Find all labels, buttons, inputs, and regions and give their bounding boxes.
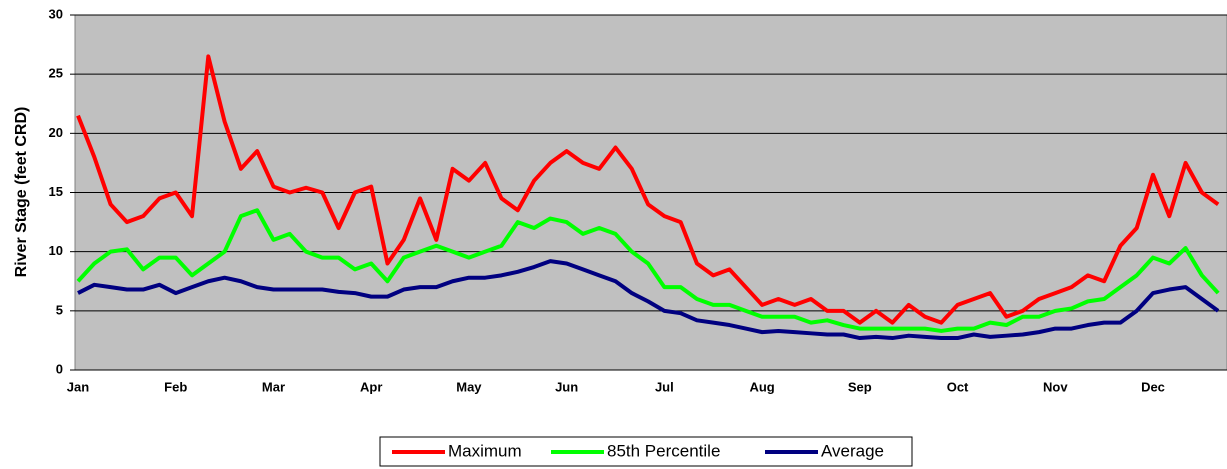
x-tick-label: Oct	[947, 379, 969, 394]
series-line	[76, 54, 1220, 325]
legend-label: 85th Percentile	[607, 441, 720, 460]
x-tick-label: Mar	[262, 379, 285, 394]
y-tick-label: 0	[56, 361, 63, 376]
y-tick-label: 25	[49, 66, 63, 81]
y-tick-label: 5	[56, 302, 63, 317]
y-axis-label: River Stage (feet CRD)	[13, 107, 30, 278]
y-tick-label: 15	[49, 184, 63, 199]
x-tick-label: May	[456, 379, 482, 394]
x-tick-label: Dec	[1141, 379, 1165, 394]
y-tick-label: 30	[49, 6, 63, 21]
x-tick-label: Jun	[555, 379, 578, 394]
series-line	[76, 208, 1220, 333]
y-tick-label: 10	[49, 243, 63, 258]
x-tick-label: Apr	[360, 379, 382, 394]
legend-label: Average	[821, 441, 884, 460]
x-tick-label: Aug	[749, 379, 774, 394]
legend-label: Maximum	[448, 441, 522, 460]
x-tick-label: Nov	[1043, 379, 1068, 394]
x-tick-label: Jan	[67, 379, 89, 394]
series-line	[77, 259, 1220, 341]
x-tick-label: Jul	[655, 379, 674, 394]
x-tick-label: Feb	[164, 379, 187, 394]
x-tick-label: Sep	[848, 379, 872, 394]
y-tick-label: 20	[49, 125, 63, 140]
legend-box	[379, 436, 913, 467]
